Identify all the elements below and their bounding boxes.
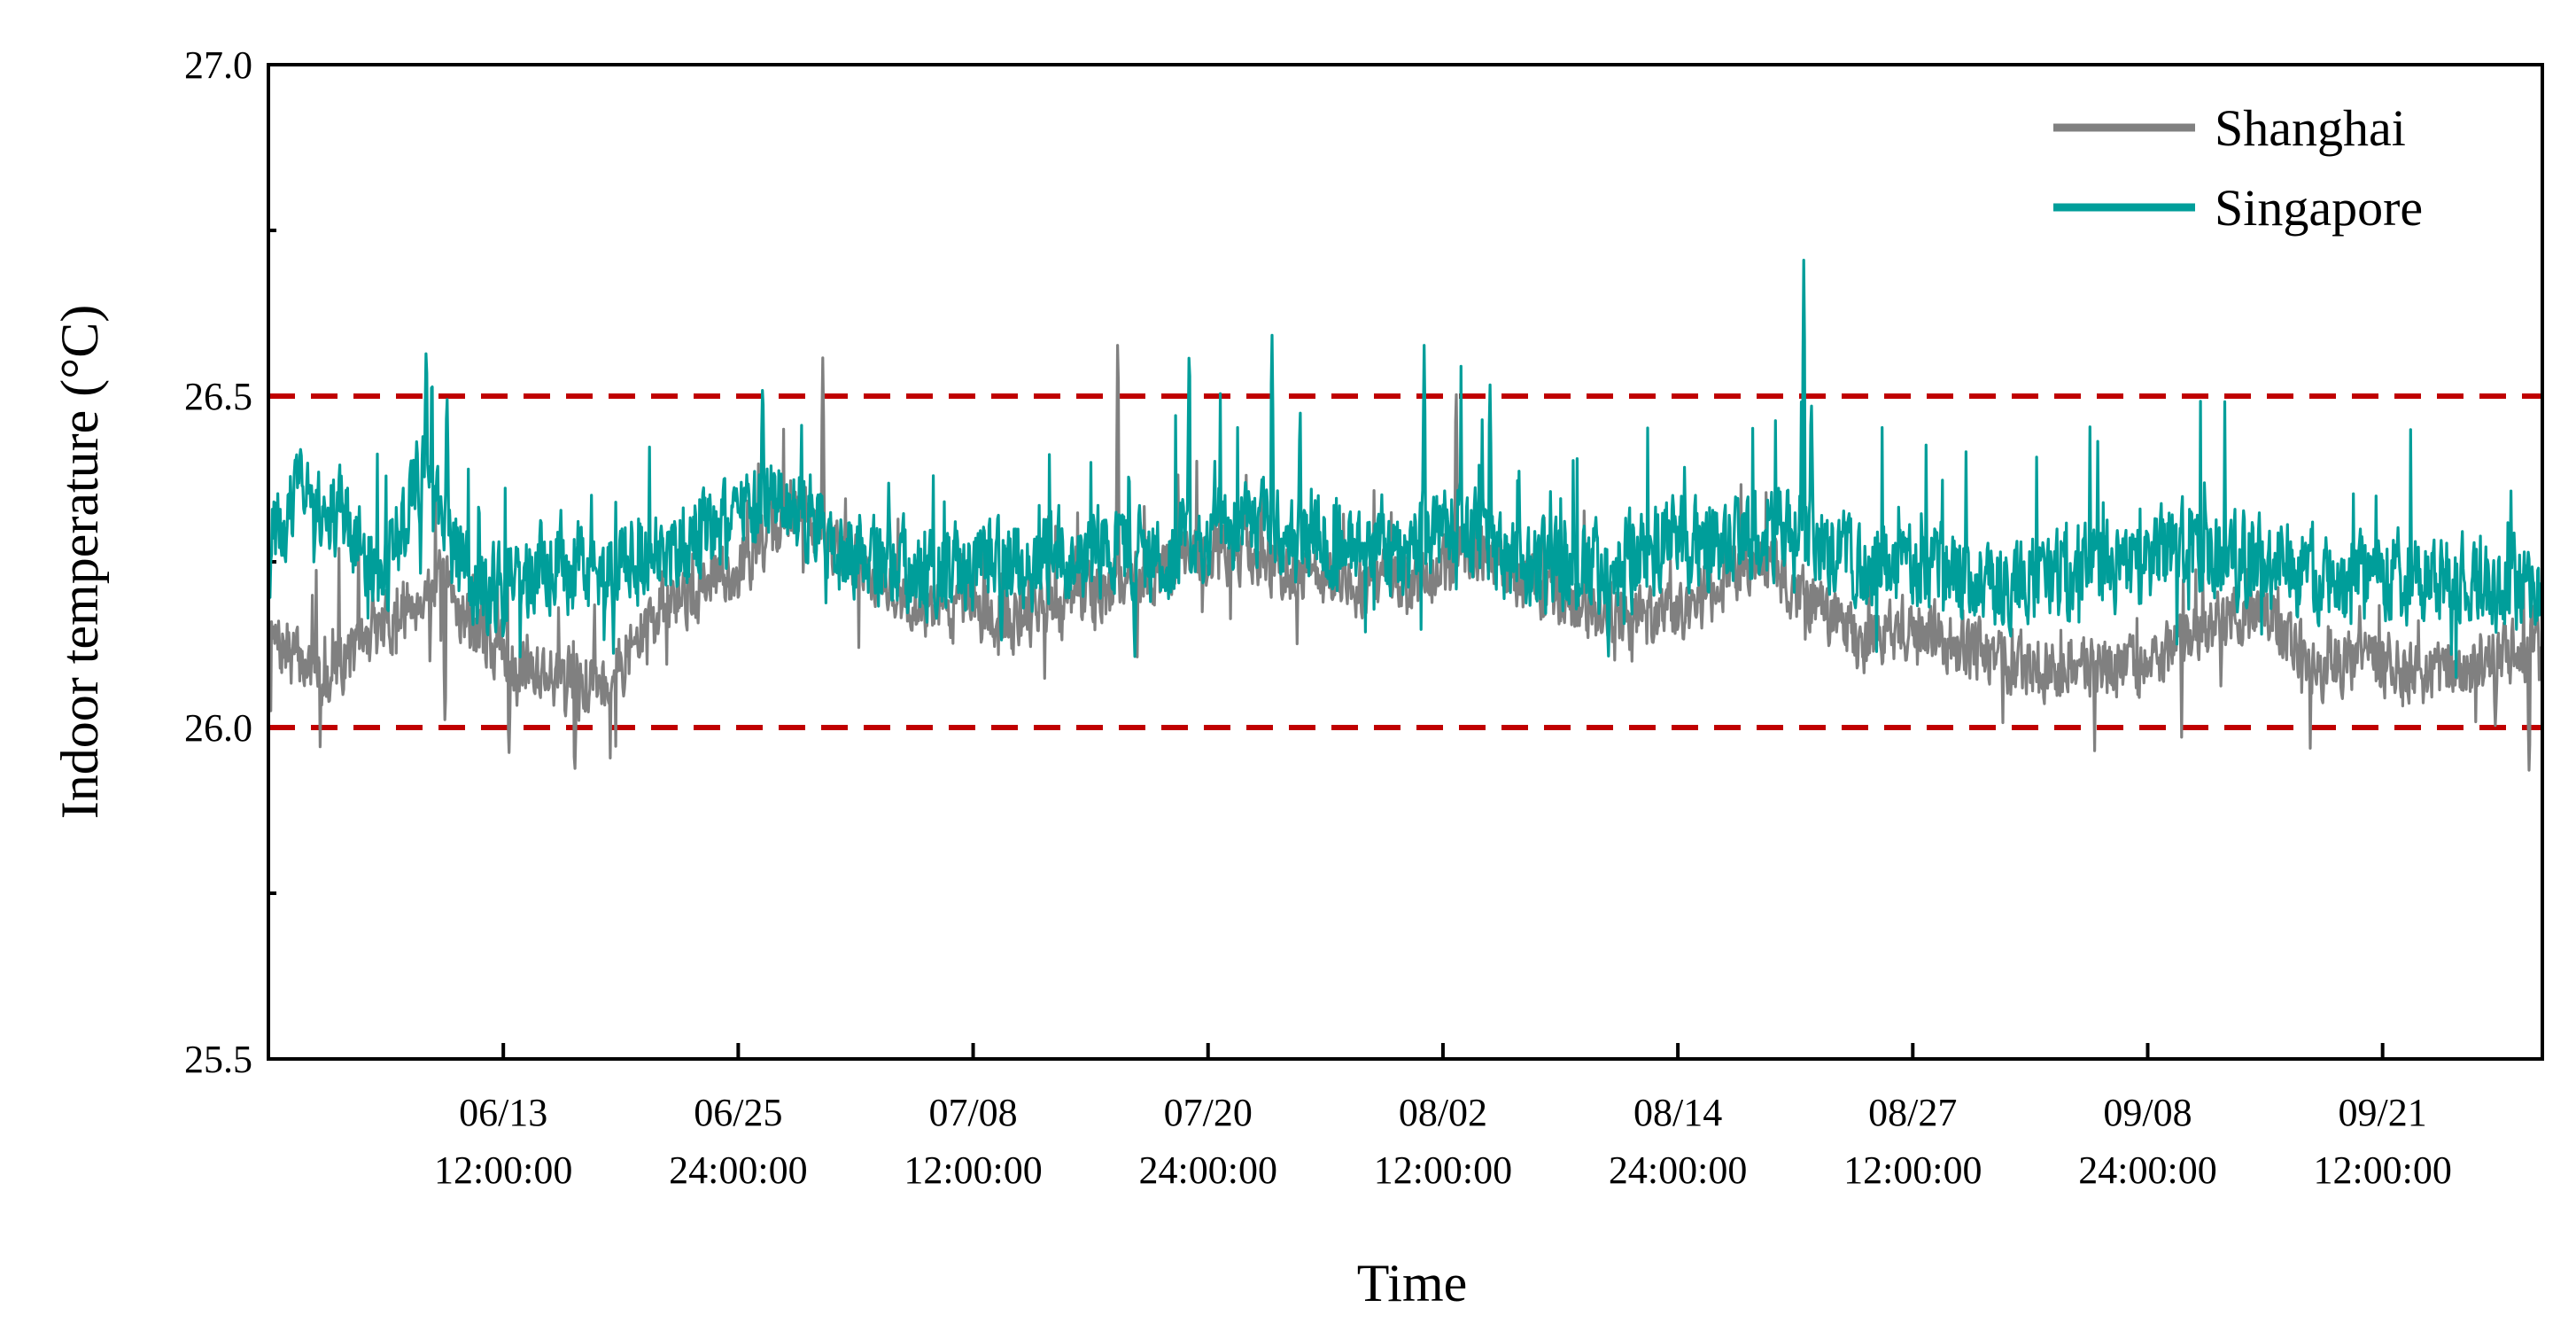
x-tick-label-date: 06/13 <box>459 1091 547 1134</box>
y-tick-label: 25.5 <box>184 1038 252 1081</box>
x-tick-labels: 06/13 12:00:00 06/25 24:00:00 07/08 12:00:00 0… <box>434 1091 2452 1192</box>
x-axis-title: Time <box>1357 1254 1468 1312</box>
y-tick-label: 27.0 <box>184 43 252 87</box>
legend-label-shanghai: Shanghai <box>2215 99 2406 157</box>
plot-frame <box>267 63 2544 1061</box>
x-tick-label-date: 09/08 <box>2103 1091 2192 1134</box>
legend-label-singapore: Singapore <box>2215 179 2423 237</box>
x-tick-label-time: 12:00:00 <box>434 1148 572 1192</box>
y-tick-labels: 25.5 26.0 26.5 27.0 <box>184 43 252 1081</box>
x-tick-label-date: 07/08 <box>928 1091 1017 1134</box>
y-axis-title: Indoor temperature (°C) <box>50 305 109 819</box>
x-tick-label-time: 24:00:00 <box>2078 1148 2216 1192</box>
x-tick-label-time: 12:00:00 <box>904 1148 1042 1192</box>
x-tick-label-date: 07/20 <box>1164 1091 1253 1134</box>
x-tick-label-time: 24:00:00 <box>1609 1148 1747 1192</box>
series-line-singapore <box>267 259 2544 679</box>
x-tick-label-date: 08/27 <box>1868 1091 1957 1134</box>
y-tick-label: 26.0 <box>184 706 252 750</box>
x-tick-label-time: 24:00:00 <box>669 1148 807 1192</box>
x-tick-label-time: 24:00:00 <box>1139 1148 1277 1192</box>
x-tick-label-date: 08/14 <box>1633 1091 1722 1134</box>
reference-lines <box>268 393 2542 730</box>
x-tick-label-date: 08/02 <box>1399 1091 1487 1134</box>
x-tick-label-date: 09/21 <box>2339 1091 2427 1134</box>
x-tick-label-time: 12:00:00 <box>2313 1148 2451 1192</box>
x-tick-label-time: 12:00:00 <box>1843 1148 1982 1192</box>
series-layer <box>267 259 2544 772</box>
legend: Shanghai Singapore <box>2053 99 2423 237</box>
x-tick-label-time: 12:00:00 <box>1374 1148 1512 1192</box>
x-tick-label-date: 06/25 <box>694 1091 782 1134</box>
y-tick-label: 26.5 <box>184 375 252 418</box>
